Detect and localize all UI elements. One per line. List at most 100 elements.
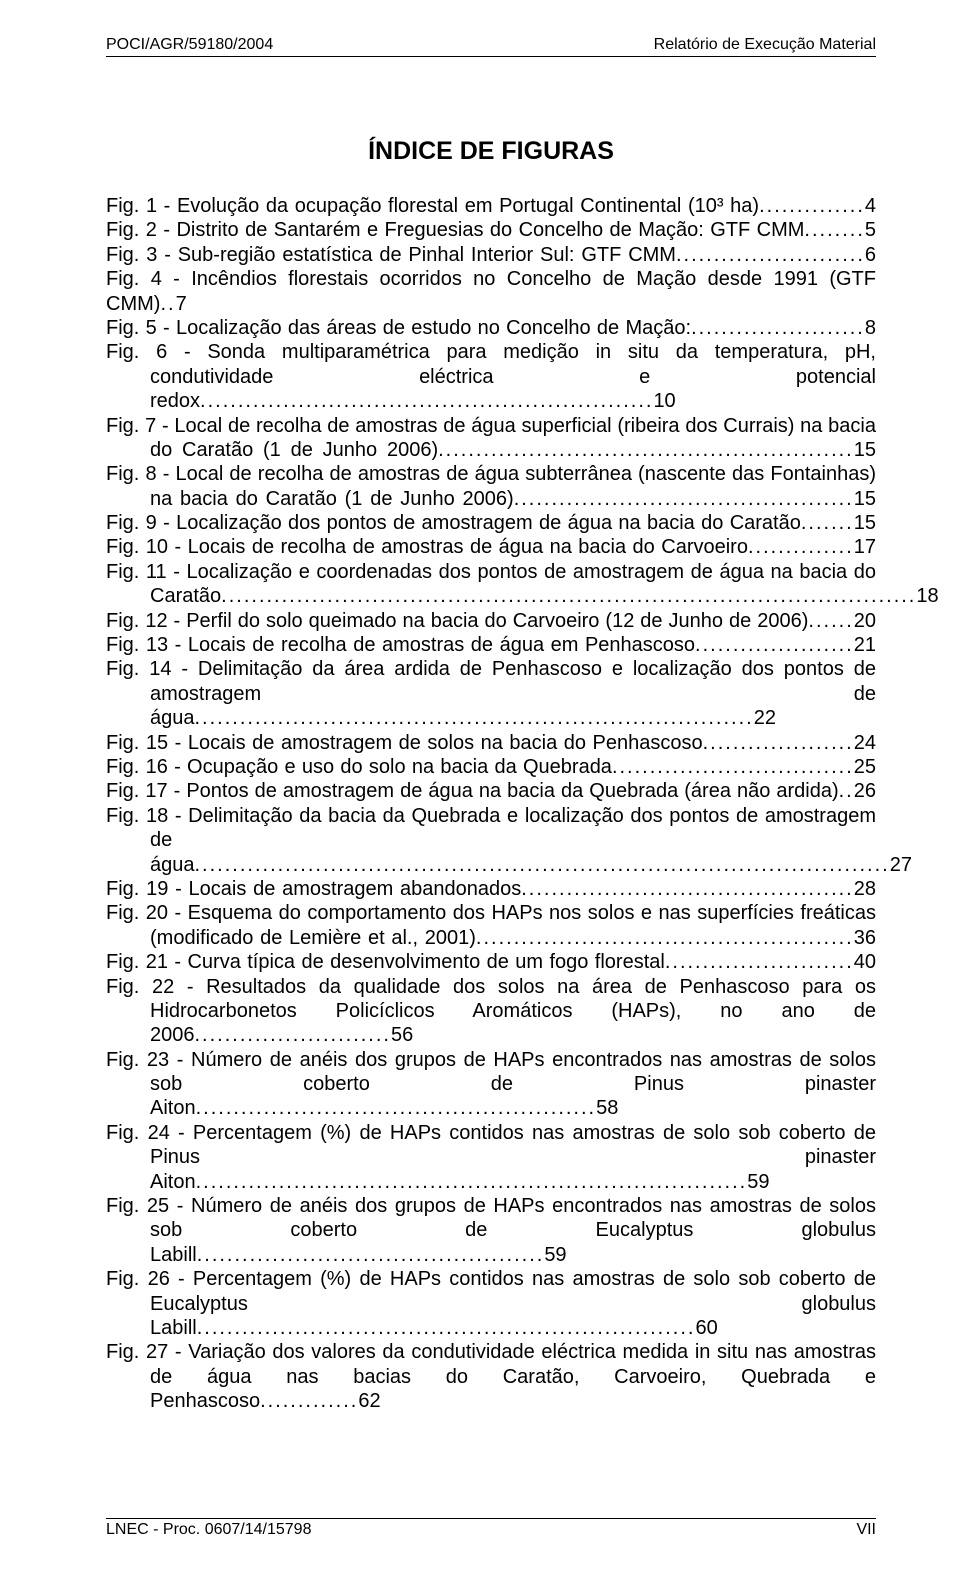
figure-entry: Fig. 6 - Sonda multiparamétrica para med… — [106, 340, 876, 413]
figure-entry-label: Fig. 17 - Pontos de amostragem de água n… — [106, 780, 839, 802]
figure-entry-page: 15 — [854, 439, 876, 461]
footer-left: LNEC - Proc. 0607/14/15798 — [106, 1521, 311, 1539]
figure-entry: Fig. 5 - Localização das áreas de estudo… — [106, 316, 876, 340]
leader-dots: ........................................… — [195, 854, 890, 876]
leader-dots: ................................ — [612, 756, 854, 778]
page-footer: LNEC - Proc. 0607/14/15798 VII — [106, 1518, 876, 1539]
leader-dots: .......................... — [195, 1024, 391, 1046]
figure-entry: Fig. 16 - Ocupação e uso do solo na baci… — [106, 755, 876, 779]
figure-entry-page: 24 — [854, 732, 876, 754]
leader-dots: .............. — [759, 195, 865, 217]
figure-entry: Fig. 13 - Locais de recolha de amostras … — [106, 633, 876, 657]
figure-entry: Fig. 19 - Locais de amostragem abandonad… — [106, 877, 876, 901]
figure-entry: Fig. 22 - Resultados da qualidade dos so… — [106, 975, 876, 1048]
title-row: ÍNDICE DE FIGURAS — [106, 137, 876, 166]
figure-entry-label: Fig. 10 - Locais de recolha de amostras … — [106, 536, 748, 558]
figure-entry-page: 28 — [854, 878, 876, 900]
figure-entry: Fig. 23 - Número de anéis dos grupos de … — [106, 1048, 876, 1121]
page-container: POCI/AGR/59180/2004 Relatório de Execuçã… — [0, 0, 960, 1575]
figure-entry-page: 22 — [754, 707, 776, 729]
figure-entry-label: Fig. 19 - Locais de amostragem abandonad… — [106, 878, 521, 900]
page-header: POCI/AGR/59180/2004 Relatório de Execuçã… — [106, 36, 876, 57]
figure-entry-page: 56 — [391, 1024, 413, 1046]
leader-dots: ........................................… — [476, 927, 854, 949]
figure-entry: Fig. 8 - Local de recolha de amostras de… — [106, 462, 876, 511]
figure-entry-page: 5 — [865, 219, 876, 241]
figure-entry-label: Fig. 3 - Sub-região estatística de Pinha… — [106, 244, 676, 266]
leader-dots: .. — [160, 293, 175, 315]
figure-entry-page: 4 — [865, 195, 876, 217]
figure-entry-page: 59 — [747, 1171, 769, 1193]
figure-entry: Fig. 3 - Sub-região estatística de Pinha… — [106, 243, 876, 267]
leader-dots: ......................... — [665, 951, 854, 973]
leader-dots: ........................................… — [221, 585, 916, 607]
figure-entry-page: 20 — [854, 610, 876, 632]
figure-entry-page: 27 — [890, 854, 912, 876]
figure-entry-label: Fig. 13 - Locais de recolha de amostras … — [106, 634, 695, 656]
footer-right: VII — [856, 1521, 876, 1539]
leader-dots: ........ — [804, 219, 864, 241]
figure-entry: Fig. 15 - Locais de amostragem de solos … — [106, 731, 876, 755]
figure-entry-page: 18 — [916, 585, 938, 607]
leader-dots: .. — [839, 780, 854, 802]
figure-entry-page: 7 — [176, 293, 187, 315]
figure-entry-page: 21 — [854, 634, 876, 656]
figure-entry-page: 60 — [695, 1317, 717, 1339]
figure-entry-label: Fig. 16 - Ocupação e uso do solo na baci… — [106, 756, 612, 778]
figure-entry-page: 10 — [653, 390, 675, 412]
figure-entry-label: Fig. 21 - Curva típica de desenvolviment… — [106, 951, 665, 973]
figure-entry: Fig. 7 - Local de recolha de amostras de… — [106, 414, 876, 463]
figure-entry-label: Fig. 1 - Evolução da ocupação florestal … — [106, 195, 759, 217]
leader-dots: ........................................… — [195, 707, 754, 729]
leader-dots: ....... — [801, 512, 854, 534]
leader-dots: ........................................… — [196, 1097, 597, 1119]
figure-entry: Fig. 27 - Variação dos valores da condut… — [106, 1340, 876, 1413]
leader-dots: .................... — [703, 732, 854, 754]
header-right: Relatório de Execução Material — [654, 36, 876, 54]
leader-dots: ....................... — [691, 317, 865, 339]
figure-entry-page: 26 — [854, 780, 876, 802]
figure-entry-page: 62 — [358, 1390, 380, 1412]
figure-entry: Fig. 20 - Esquema do comportamento dos H… — [106, 901, 876, 950]
figure-entry-page: 36 — [854, 927, 876, 949]
figure-entry: Fig. 18 - Delimitação da bacia da Quebra… — [106, 804, 876, 877]
figure-entry: Fig. 10 - Locais de recolha de amostras … — [106, 535, 876, 559]
page-title: ÍNDICE DE FIGURAS — [368, 137, 614, 166]
leader-dots: ...... — [808, 610, 853, 632]
figure-entry: Fig. 4 - Incêndios florestais ocorridos … — [106, 267, 876, 316]
leader-dots: ........................................… — [197, 1244, 545, 1266]
leader-dots: .............. — [748, 536, 854, 558]
figure-index-list: Fig. 1 - Evolução da ocupação florestal … — [106, 194, 876, 1414]
figure-entry-page: 6 — [865, 244, 876, 266]
figure-entry: Fig. 2 - Distrito de Santarém e Freguesi… — [106, 218, 876, 242]
figure-entry-page: 40 — [854, 951, 876, 973]
header-left: POCI/AGR/59180/2004 — [106, 36, 273, 54]
figure-entry: Fig. 14 - Delimitação da área ardida de … — [106, 657, 876, 730]
figure-entry: Fig. 26 - Percentagem (%) de HAPs contid… — [106, 1267, 876, 1340]
figure-entry-label: Fig. 12 - Perfil do solo queimado na bac… — [106, 610, 808, 632]
leader-dots: ........................................… — [521, 878, 854, 900]
figure-entry-page: 58 — [596, 1097, 618, 1119]
leader-dots: ..................... — [695, 634, 854, 656]
figure-entry: Fig. 9 - Localização dos pontos de amost… — [106, 511, 876, 535]
figure-entry-label: Fig. 15 - Locais de amostragem de solos … — [106, 732, 703, 754]
leader-dots: ........................................… — [200, 390, 653, 412]
figure-entry: Fig. 17 - Pontos de amostragem de água n… — [106, 779, 876, 803]
figure-entry: Fig. 25 - Número de anéis dos grupos de … — [106, 1194, 876, 1267]
figure-entry-page: 15 — [854, 488, 876, 510]
leader-dots: ........................................… — [438, 439, 854, 461]
figure-entry: Fig. 12 - Perfil do solo queimado na bac… — [106, 609, 876, 633]
figure-entry-page: 8 — [865, 317, 876, 339]
figure-entry-label: Fig. 2 - Distrito de Santarém e Freguesi… — [106, 219, 804, 241]
leader-dots: ........................................… — [514, 488, 854, 510]
leader-dots: ......................... — [676, 244, 865, 266]
figure-entry-page: 17 — [854, 536, 876, 558]
figure-entry-page: 15 — [854, 512, 876, 534]
figure-entry-label: Fig. 9 - Localização dos pontos de amost… — [106, 512, 801, 534]
leader-dots: ............. — [260, 1390, 358, 1412]
figure-entry: Fig. 1 - Evolução da ocupação florestal … — [106, 194, 876, 218]
figure-entry: Fig. 21 - Curva típica de desenvolviment… — [106, 950, 876, 974]
figure-entry-label: Fig. 5 - Localização das áreas de estudo… — [106, 317, 691, 339]
figure-entry-page: 59 — [544, 1244, 566, 1266]
figure-entry-label: Fig. 4 - Incêndios florestais ocorridos … — [106, 268, 876, 314]
